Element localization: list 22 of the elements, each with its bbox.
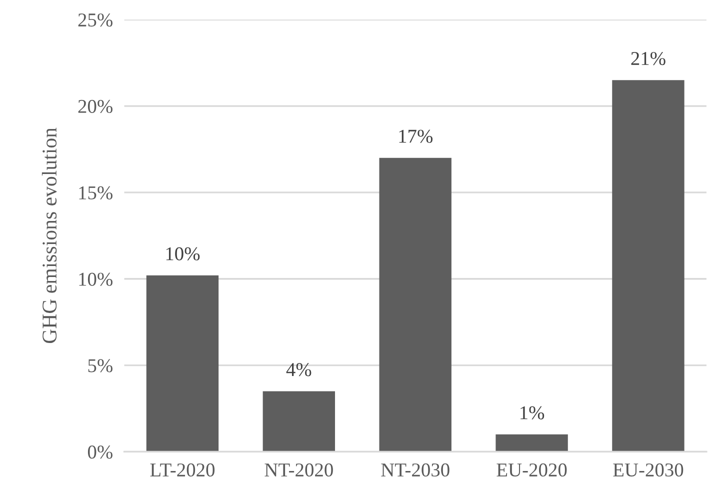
- y-axis-title: GHG emissions evolution: [42, 128, 57, 344]
- x-tick-label: LT-2020: [150, 463, 215, 477]
- x-tick-label: EU-2030: [613, 463, 684, 477]
- data-label: 1%: [520, 406, 544, 420]
- data-label: 17%: [399, 130, 433, 143]
- x-tick-label: NT-2020: [264, 463, 333, 477]
- bar: [496, 434, 568, 452]
- bar: [146, 275, 219, 452]
- y-tick-label: 0%: [88, 446, 112, 459]
- y-tick-label: 10%: [79, 272, 112, 286]
- data-label: 10%: [166, 247, 200, 260]
- x-tick-label: NT-2030: [381, 463, 450, 477]
- y-tick-label: 15%: [79, 186, 112, 200]
- data-label: 4%: [286, 363, 312, 376]
- bar: [262, 391, 336, 452]
- bar: [379, 158, 452, 452]
- y-tick-label: 5%: [88, 359, 112, 372]
- x-tick-label: EU-2020: [496, 463, 567, 477]
- y-tick-label: 25%: [78, 13, 112, 27]
- bar: [612, 80, 684, 452]
- y-tick-label: 20%: [78, 100, 112, 114]
- data-label: 21%: [631, 52, 666, 66]
